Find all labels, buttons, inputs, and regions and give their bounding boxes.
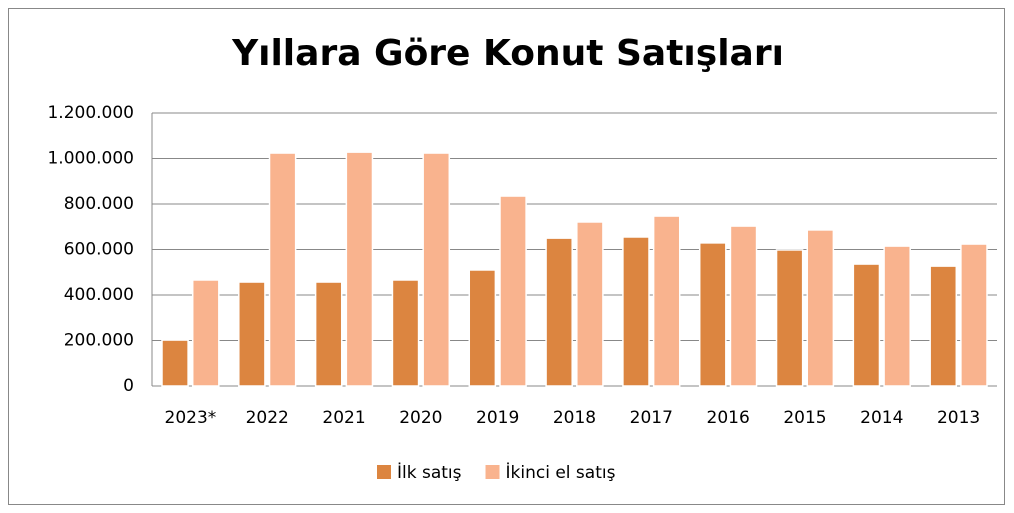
legend-label: İkinci el satış bbox=[506, 462, 616, 483]
bar bbox=[775, 249, 804, 387]
bar bbox=[345, 151, 374, 387]
bar bbox=[468, 269, 497, 387]
x-tick-label: 2022 bbox=[246, 408, 289, 428]
bar bbox=[929, 265, 958, 387]
bar bbox=[268, 152, 297, 387]
bar bbox=[391, 279, 420, 387]
bar bbox=[883, 245, 911, 387]
x-tick-label: 2015 bbox=[783, 408, 826, 428]
x-tick-label: 2021 bbox=[322, 408, 365, 428]
x-tick-label: 2020 bbox=[399, 408, 442, 428]
bar bbox=[960, 243, 988, 387]
x-tick-label: 2014 bbox=[860, 408, 903, 428]
x-tick-label: 2016 bbox=[707, 408, 750, 428]
x-tick-label: 2013 bbox=[937, 408, 980, 428]
y-tick-label: 1.200.000 bbox=[47, 103, 134, 123]
y-tick-label: 600.000 bbox=[64, 240, 134, 260]
bar bbox=[499, 195, 527, 387]
bar bbox=[422, 152, 451, 387]
y-tick-label: 200.000 bbox=[64, 331, 134, 351]
x-tick-label: 2017 bbox=[630, 408, 673, 428]
bar bbox=[238, 281, 266, 387]
legend-swatch bbox=[485, 465, 500, 479]
bar bbox=[314, 281, 343, 387]
y-tick-label: 400.000 bbox=[64, 285, 134, 305]
y-tick-label: 1.000.000 bbox=[47, 149, 134, 169]
x-tick-label: 2023* bbox=[165, 408, 217, 428]
legend-swatch bbox=[377, 465, 391, 479]
legend-label: İlk satış bbox=[397, 462, 462, 483]
x-tick-label: 2018 bbox=[553, 408, 596, 428]
bar bbox=[545, 237, 573, 387]
y-tick-label: 0 bbox=[123, 376, 134, 396]
bar bbox=[622, 236, 650, 387]
bar bbox=[852, 263, 881, 387]
chart-title: Yıllara Göre Konut Satışları bbox=[231, 33, 784, 74]
bar bbox=[806, 229, 835, 387]
bar bbox=[576, 221, 604, 387]
bar bbox=[698, 242, 727, 387]
y-tick-label: 800.000 bbox=[64, 194, 134, 214]
bar bbox=[652, 215, 681, 387]
x-tick-label: 2019 bbox=[476, 408, 519, 428]
bar bbox=[161, 339, 189, 387]
bar bbox=[191, 279, 220, 387]
bar bbox=[729, 225, 758, 387]
